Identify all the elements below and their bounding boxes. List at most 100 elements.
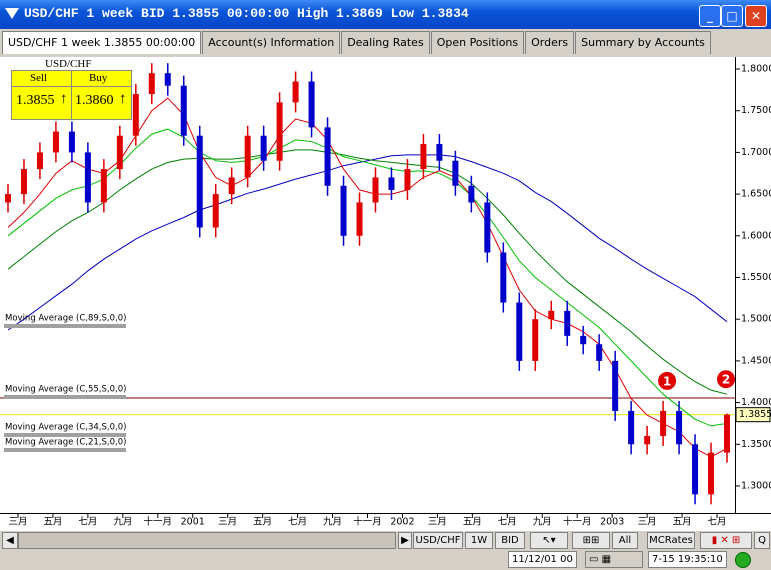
indicator-label: Moving Average (C,21,S,0,0)	[5, 438, 126, 448]
tab-bar: USD/CHF 1 week 1.3855 00:00:00 Account(s)…	[2, 31, 712, 55]
tab[interactable]: USD/CHF 1 week 1.3855 00:00:00	[2, 31, 202, 54]
y-tick-label: 1.4500	[741, 355, 771, 366]
candle-body	[660, 410, 667, 436]
x-tick-label: 五月	[253, 517, 272, 528]
candle-body	[52, 131, 59, 153]
tab[interactable]: Open Positions	[430, 31, 525, 54]
rates-button[interactable]: MCRates	[647, 532, 695, 549]
x-tick-label: 五月	[673, 517, 692, 528]
candle-body	[724, 414, 731, 453]
y-tick-label: 1.4000	[741, 397, 771, 408]
candle-body	[692, 444, 699, 495]
maximize-button[interactable]: □	[721, 5, 743, 27]
scrollbar[interactable]	[18, 532, 396, 549]
indicator-label: Moving Average (C,34,S,0,0)	[5, 423, 126, 433]
x-tick-label: 三月	[8, 517, 27, 528]
x-tick-label: 九月	[533, 516, 552, 528]
period-button[interactable]: 1W	[465, 532, 493, 549]
buy-label: Buy	[89, 72, 108, 84]
indicator-label: Moving Average (C,89,S,0,0)	[5, 314, 126, 324]
x-tick-label: 五月	[463, 517, 482, 528]
candle-body	[132, 94, 139, 136]
candle-body	[164, 73, 171, 86]
y-tick-label: 1.7500	[741, 105, 771, 116]
minimize-button[interactable]: _	[699, 5, 721, 27]
candle-body	[292, 81, 299, 103]
y-tick-label: 1.5000	[741, 314, 771, 325]
candle-body	[708, 452, 715, 495]
x-tick-label: 十一月	[563, 516, 592, 528]
candle-body	[84, 152, 91, 203]
candle-body	[388, 177, 395, 190]
candle-body	[324, 127, 331, 186]
x-tick-label: 七月	[708, 517, 727, 528]
candle-body	[468, 185, 475, 203]
drawing-tools[interactable]: ▮ ✕ ⊞	[700, 532, 752, 549]
y-tick-label: 1.7000	[741, 147, 771, 158]
candle-body	[564, 310, 571, 336]
candle-body	[260, 135, 267, 161]
candle-body	[484, 202, 491, 253]
quote-symbol: USD/CHF	[45, 58, 92, 70]
candle-body	[244, 135, 251, 178]
range-button[interactable]: All	[612, 532, 638, 549]
candle-body	[676, 410, 683, 445]
tab[interactable]: Dealing Rates	[341, 31, 430, 54]
x-tick-label: 十一月	[353, 516, 382, 528]
candle-body	[436, 144, 443, 161]
moving-average-line	[7, 149, 728, 395]
y-tick-label: 1.6000	[741, 230, 771, 241]
quote-box: Sell Buy 1.3855 ↑ 1.3860 ↑	[11, 70, 132, 120]
candle-body	[148, 73, 155, 95]
candle-body	[308, 81, 315, 128]
scroll-right[interactable]: ▶	[398, 532, 412, 549]
sell-price[interactable]: 1.3855	[16, 93, 55, 108]
chart: 1.8000 1.7500 1.7000 1.6500 1.6000 1.5500 1.50…	[0, 57, 771, 530]
candle-body	[180, 85, 187, 136]
x-tick-label: 三月	[218, 517, 237, 528]
indicator-label-shadow	[4, 395, 126, 399]
scroll-left[interactable]: ◀	[2, 532, 18, 549]
x-tick-label: 十一月	[144, 516, 173, 528]
cursor-tool[interactable]: ↖▾	[530, 532, 568, 549]
x-tick-label: 九月	[323, 516, 342, 528]
buy-price[interactable]: 1.3860	[75, 93, 114, 108]
candle-body	[628, 410, 635, 445]
chart-tools[interactable]: ⊞⊞	[572, 532, 610, 549]
symbol-button[interactable]: USD/CHF	[413, 532, 463, 549]
candle-body	[116, 135, 123, 170]
plot-background	[0, 57, 771, 513]
moving-average-line	[7, 128, 728, 427]
candle-body	[372, 177, 379, 203]
x-tick-label: 七月	[498, 517, 517, 528]
x-tick-label: 九月	[113, 516, 132, 528]
quick-button[interactable]: Q	[754, 532, 770, 549]
tab[interactable]: Orders	[525, 31, 575, 54]
moving-average-line	[7, 154, 728, 331]
x-tick-label: 2002	[390, 517, 414, 528]
annotation-label: 1	[663, 374, 671, 388]
buy-arrow: ↑	[119, 91, 127, 107]
candle-body	[500, 252, 507, 303]
candle-body	[4, 194, 11, 203]
x-tick-label: 七月	[78, 517, 97, 528]
tab[interactable]: Summary by Accounts	[575, 31, 711, 54]
moving-average-line	[7, 97, 728, 458]
candle-body	[100, 169, 107, 203]
close-button[interactable]: ✕	[745, 5, 767, 27]
candle-body	[580, 335, 587, 345]
annotation-marker	[717, 370, 736, 389]
connection-indicator	[735, 552, 751, 568]
price-type-button[interactable]: BID	[495, 532, 525, 549]
window-title: USD/CHF 1 week BID 1.3855 00:00:00 High …	[24, 6, 469, 21]
candle-body	[404, 169, 411, 190]
candle-body	[356, 202, 363, 236]
tab[interactable]: Account(s) Information	[202, 31, 341, 54]
y-tick-label: 1.5500	[741, 272, 771, 283]
app-icon	[5, 8, 19, 19]
candle-body	[596, 344, 603, 361]
indicator-label-shadow	[4, 433, 126, 437]
candle-body	[20, 169, 27, 195]
candle-body	[340, 185, 347, 236]
